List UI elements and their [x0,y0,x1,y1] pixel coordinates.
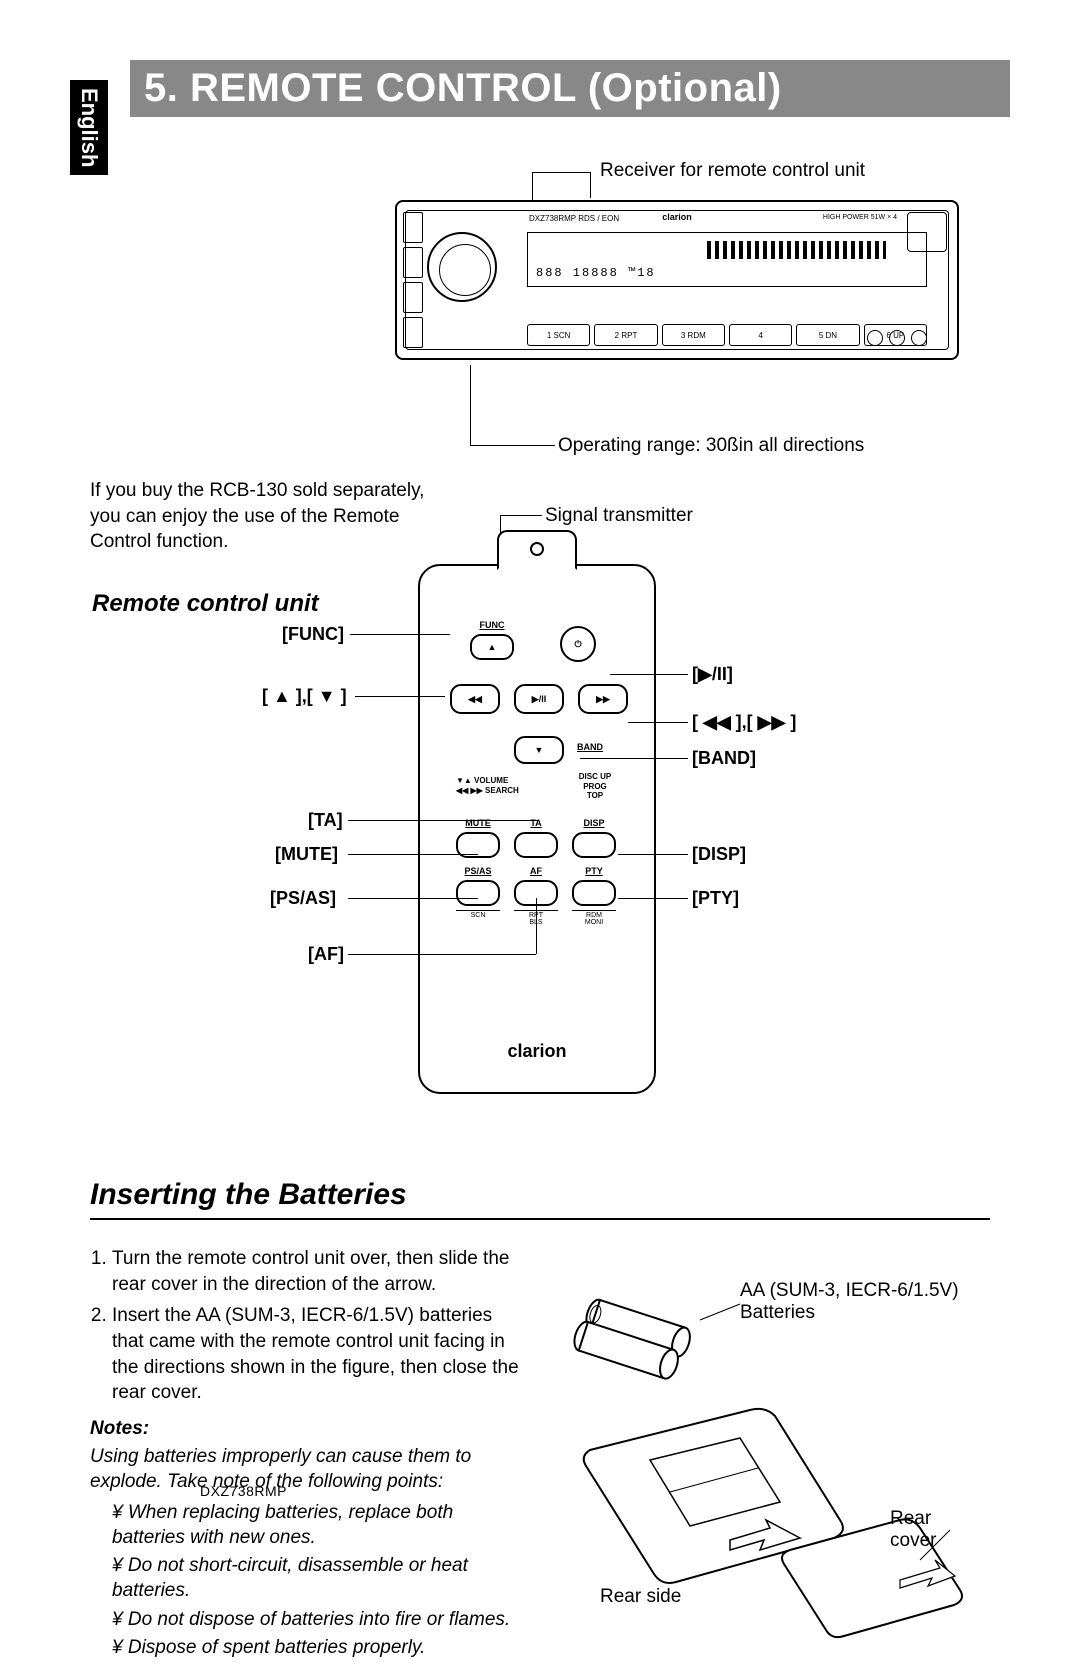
notes-intro: Using batteries improperly can cause the… [90,1445,520,1494]
rc-pty-btn [572,880,616,906]
hu-brand: clarion [662,212,692,222]
rc-disp-lbl: DISP [572,818,616,828]
note-1: When replacing batteries, replace both b… [112,1501,520,1550]
remote-brand: clarion [420,1041,654,1062]
rc-rew-btn: ◀◀ [450,684,500,714]
notes-list: When replacing batteries, replace both b… [90,1501,520,1661]
rc-disp-btn [572,832,616,858]
rc-play-btn: ▶/II [514,684,564,714]
batteries-rule [90,1218,990,1220]
rear-cover-label: Rear cover [890,1508,980,1552]
callout-seek: [ ◀◀ ],[ ▶▶ ] [692,712,796,733]
note-4: Dispose of spent batteries properly. [112,1636,520,1661]
rc-vol-search-label: ▼▲ VOLUME ◀◀ ▶▶ SEARCH [456,776,519,797]
notes-heading: Notes: [90,1416,520,1442]
callout-pty: [PTY] [692,888,739,909]
range-callout: Operating range: 30ßin all directions [558,435,864,457]
rc-psas-btn [456,880,500,906]
rc-ta-btn [514,832,558,858]
note-2: Do not short-circuit, disassemble or hea… [112,1554,520,1603]
batteries-step-1: Turn the remote control unit over, then … [112,1246,520,1297]
section-number: 5. [144,66,178,110]
hu-preset-3: 3 RDM [662,324,725,346]
footer-model: DXZ738RMP [200,1483,287,1499]
batteries-step-2: Insert the AA (SUM-3, IECR-6/1.5V) batte… [112,1303,520,1406]
batteries-steps-block: Turn the remote control unit over, then … [90,1246,520,1665]
remote-unit-heading: Remote control unit [92,590,319,618]
callout-af: [AF] [308,944,344,965]
language-tab: English [70,80,108,175]
battery-diagram-svg [540,1290,980,1670]
rc-discup-label: DISC UP PROG TOP [570,772,620,801]
hu-model-label: DXZ738RMP RDS / EON [529,214,619,223]
batteries-step-list: Turn the remote control unit over, then … [90,1246,520,1406]
section-header: 5. REMOTE CONTROL (Optional) [130,60,1010,117]
callout-disp: [DISP] [692,844,746,865]
note-3: Do not dispose of batteries into fire or… [112,1608,520,1633]
rear-side-label: Rear side [600,1586,681,1608]
rc-func-lbl: FUNC [470,620,514,630]
intro-text: If you buy the RCB-130 sold separately, … [90,478,450,555]
hu-power-label: HIGH POWER 51W × 4 [823,214,897,221]
callout-band: [BAND] [692,748,756,769]
callout-ta: [TA] [308,810,343,831]
rc-func-btn: ▲ [470,634,514,660]
rc-fwd-btn: ▶▶ [578,684,628,714]
hu-preset-2: 2 RPT [594,324,657,346]
callout-play: [▶/II] [692,664,733,685]
hu-preset-1: 1 SCN [527,324,590,346]
batteries-label: AA (SUM-3, IECR-6/1.5V) Batteries [740,1280,960,1324]
batteries-heading: Inserting the Batteries [90,1178,407,1212]
callout-updown: [ ▲ ],[ ▼ ] [262,686,347,707]
callout-mute: [MUTE] [275,844,338,865]
rc-rdm-lbl: RDM MONI [572,910,616,926]
battery-diagram: AA (SUM-3, IECR-6/1.5V) Batteries Rear c… [540,1290,980,1670]
remote-illustration: FUNC ▲ ⏻ ◀◀ ▶/II ▶▶ ▼ BAND ▼▲ VOLUME ◀◀ … [418,530,656,1100]
section-title: 5. REMOTE CONTROL (Optional) [130,60,1010,117]
rc-down-btn: ▼ [514,736,564,764]
section-title-text: REMOTE CONTROL (Optional) [190,66,782,110]
callout-func: [FUNC] [282,624,344,645]
hu-display-segments: 888 18888 ™18 [536,266,656,280]
receiver-callout: Receiver for remote control unit [600,160,865,182]
rc-scn-lbl: SCN [456,910,500,919]
rc-pty-lbl: PTY [572,866,616,876]
rc-power-btn: ⏻ [560,626,596,662]
rc-psas-lbl: PS/AS [456,866,500,876]
rc-band-lbl: BAND [570,742,610,752]
hu-preset-4: 4 [729,324,792,346]
signal-callout: Signal transmitter [545,505,693,527]
callout-psas: [PS/AS] [270,888,336,909]
rc-af-lbl: AF [514,866,558,876]
head-unit-illustration: DXZ738RMP RDS / EON clarion HIGH POWER 5… [395,200,959,360]
